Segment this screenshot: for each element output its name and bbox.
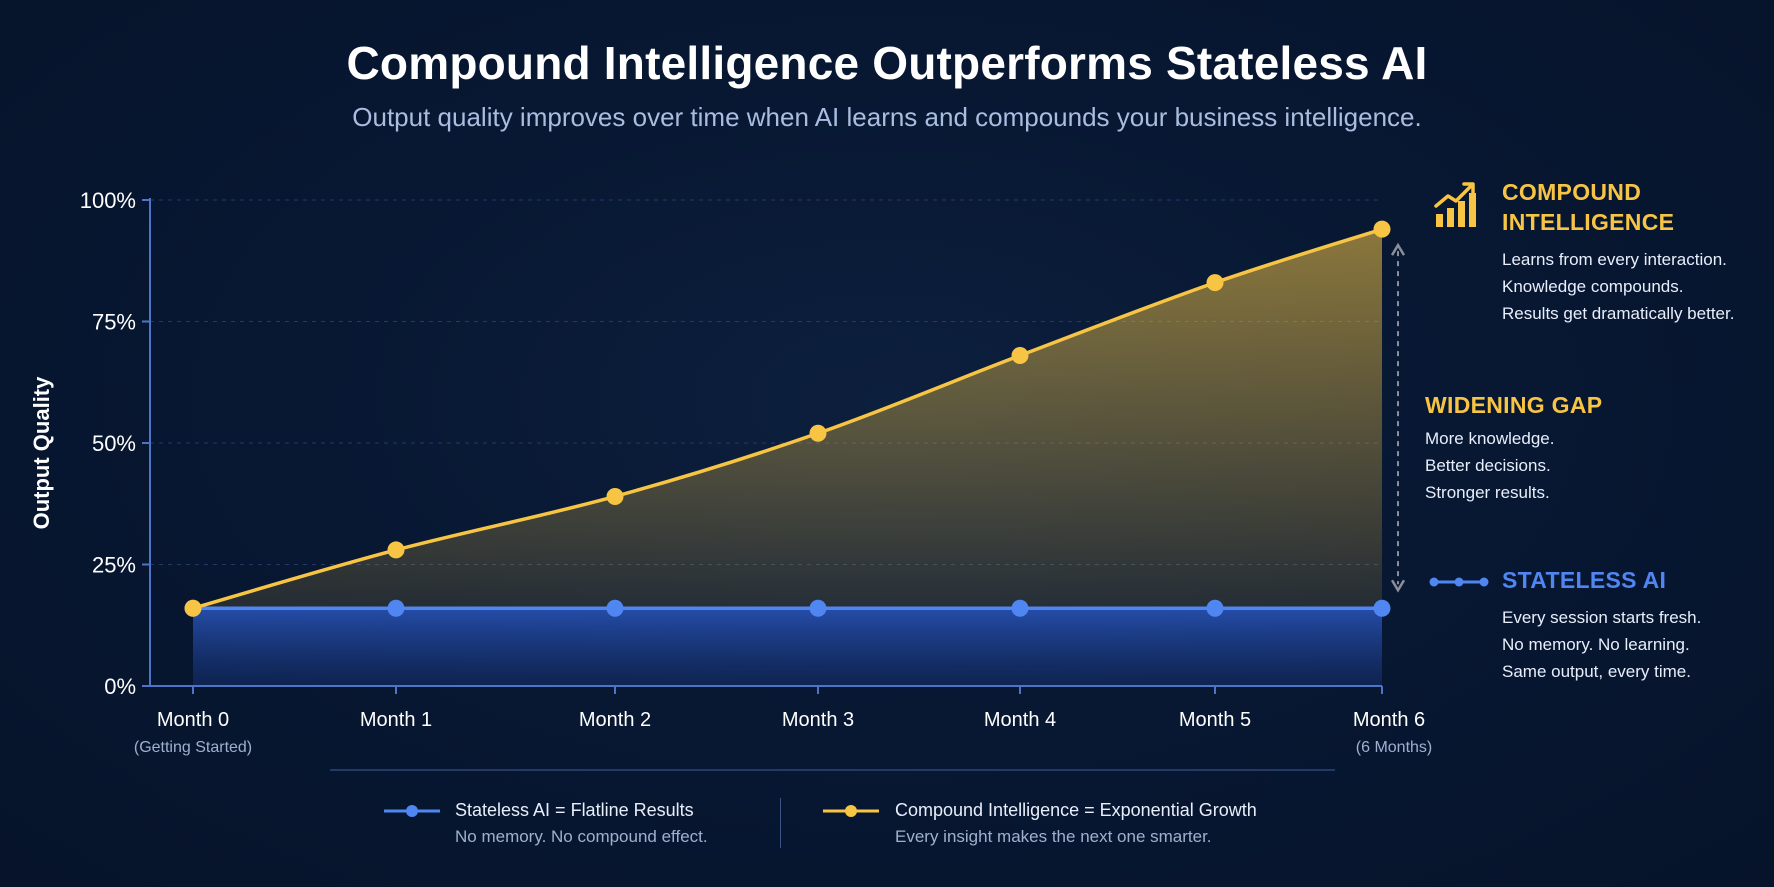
area-fills [193, 229, 1382, 686]
x-tick-label: Month 5 [1179, 709, 1251, 731]
growth-chart-icon [1434, 182, 1476, 227]
legend-compound-sub: Every insight makes the next one smarter… [895, 827, 1212, 846]
data-points [184, 220, 1391, 617]
x-tick-label: Month 3 [782, 709, 854, 731]
y-tick-label: 75% [92, 310, 136, 335]
stateless-text-line: No memory. No learning. [1502, 635, 1690, 654]
stateless-point [387, 599, 405, 617]
legend-divider [780, 798, 781, 848]
legend-stateless-label: Stateless AI = Flatline Results [455, 800, 694, 820]
gap-annotation-title: WIDENING GAP [1425, 392, 1603, 418]
decorations [330, 242, 1406, 771]
x-tick-label: Month 0 [157, 709, 229, 731]
y-axis-title: Output Quality [29, 376, 54, 530]
compound-point [1206, 274, 1224, 292]
stateless-text-line: Same output, every time. [1502, 662, 1691, 681]
legend-compound-label: Compound Intelligence = Exponential Grow… [895, 800, 1257, 820]
x-tick-label: Month 1 [360, 709, 432, 731]
gap-annotation-text: More knowledge. Better decisions. Strong… [1425, 425, 1554, 506]
compound-area [193, 229, 1382, 609]
gap-text-line: Stronger results. [1425, 483, 1550, 502]
gap-arrow-head-down [1390, 579, 1406, 593]
compound-text-line: Learns from every interaction. [1502, 250, 1727, 269]
compound-title-line1: COMPOUND [1502, 179, 1642, 205]
stateless-point [809, 599, 827, 617]
compound-text-line: Results get dramatically better. [1502, 304, 1735, 323]
legend-stateless-sub: No memory. No compound effect. [455, 827, 708, 846]
compound-point [1373, 220, 1391, 238]
legend-stateless-swatch [384, 805, 440, 817]
compound-annotation-title: COMPOUND INTELLIGENCE [1502, 177, 1674, 237]
legend-compound-swatch [823, 805, 879, 817]
y-tick-label: 25% [92, 553, 136, 578]
compound-point [387, 541, 405, 559]
compound-text-line: Knowledge compounds. [1502, 277, 1684, 296]
axis-labels: 0% 25% 50% 75% 100% Month 0 (Getting Started) M… [80, 188, 1433, 756]
stateless-point [1206, 599, 1224, 617]
compound-point [1011, 347, 1029, 365]
y-tick-label: 0% [104, 674, 136, 699]
stateless-annotation-text: Every session starts fresh. No memory. N… [1502, 604, 1701, 685]
stateless-point [1011, 599, 1029, 617]
gap-arrow-head-up [1390, 242, 1406, 256]
stateless-point [1373, 599, 1391, 617]
compound-point [606, 487, 624, 505]
stateless-text-line: Every session starts fresh. [1502, 608, 1702, 627]
compound-annotation-text: Learns from every interaction. Knowledge… [1502, 246, 1734, 327]
y-tick-label: 100% [80, 188, 136, 213]
x-tick-label: Month 2 [579, 709, 651, 731]
gap-text-line: Better decisions. [1425, 456, 1551, 475]
x-tick-label: Month 4 [984, 709, 1056, 731]
gap-text-line: More knowledge. [1425, 429, 1555, 448]
x-tick-label: Month 6 [1353, 709, 1425, 731]
x-tick-sublabel: (Getting Started) [134, 739, 252, 756]
compound-point [184, 599, 202, 617]
x-tick-sublabel: (6 Months) [1356, 739, 1432, 756]
compound-point [809, 424, 827, 442]
stateless-annotation-title: STATELESS AI [1502, 567, 1667, 593]
stateless-area [193, 608, 1382, 686]
flatline-icon [1429, 577, 1489, 587]
y-tick-label: 50% [92, 431, 136, 456]
compound-title-line2: INTELLIGENCE [1502, 209, 1675, 235]
chart-title: Compound Intelligence Outperforms Statel… [346, 37, 1428, 89]
chart-subtitle: Output quality improves over time when A… [352, 102, 1422, 132]
stateless-point [606, 599, 624, 617]
axes [142, 198, 1383, 694]
